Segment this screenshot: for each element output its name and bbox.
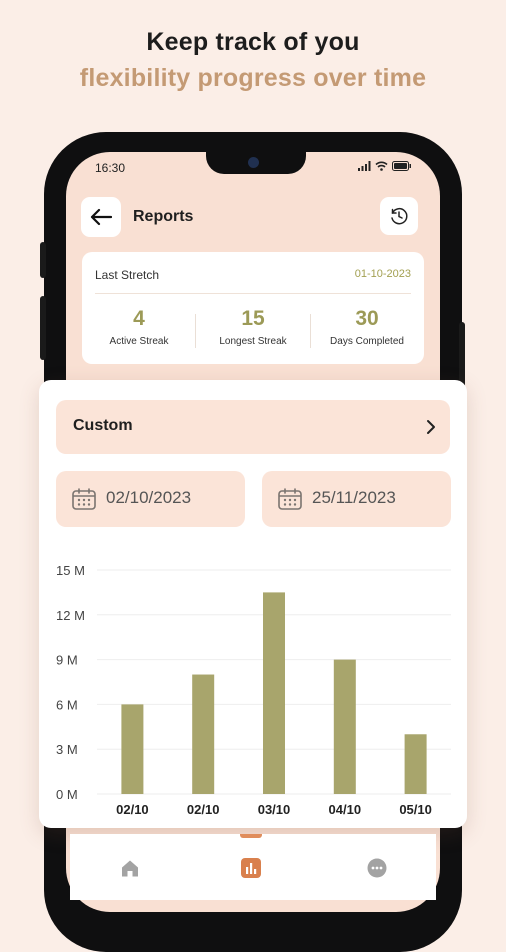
nav-more[interactable]: [365, 856, 389, 880]
last-stretch-date: 01-10-2023: [354, 268, 411, 280]
bar[interactable]: [333, 659, 356, 794]
end-date-field[interactable]: 25/11/2023: [262, 471, 451, 527]
phone-side-button: [459, 322, 465, 412]
stat-value: 30: [355, 307, 379, 330]
bottom-nav: [70, 834, 436, 900]
calendar-icon: [72, 488, 96, 510]
stat-value: 15: [241, 307, 265, 330]
y-tick-label: 3 M: [56, 742, 78, 757]
battery-icon: [392, 161, 411, 171]
nav-home[interactable]: [118, 856, 142, 880]
x-tick-label: 03/10: [258, 802, 291, 817]
stats-card: Last Stretch 01-10-2023 4 Active Streak …: [82, 252, 424, 364]
stat-longest-streak: 15 Longest Streak: [196, 307, 310, 347]
bar-chart: 0 M 3 M 6 M 9 M 12 M 15 M 02/10 02/10 03/10 04/10…: [56, 563, 451, 817]
range-label: Custom: [73, 417, 133, 434]
wifi-icon: [375, 161, 388, 171]
start-date-value: 02/10/2023: [106, 488, 192, 507]
x-tick-label: 02/10: [116, 802, 149, 817]
stat-active-streak: 4 Active Streak: [82, 307, 196, 347]
page-title: Reports: [133, 208, 194, 225]
y-tick-label: 6 M: [56, 697, 78, 712]
bar[interactable]: [263, 592, 285, 794]
stat-days-completed: 30 Days Completed: [310, 307, 424, 347]
notch: [206, 152, 306, 174]
divider: [195, 314, 196, 348]
stat-label: Days Completed: [330, 336, 404, 347]
promo-subtitle: flexibility progress over time: [79, 64, 427, 92]
back-button[interactable]: [81, 197, 121, 237]
x-tick-label: 04/10: [329, 802, 362, 817]
start-date-field[interactable]: 02/10/2023: [56, 471, 245, 527]
stat-label: Longest Streak: [219, 336, 287, 347]
y-tick-label: 12 M: [56, 608, 85, 623]
bar[interactable]: [121, 704, 144, 794]
arrow-left-icon: [90, 208, 112, 226]
divider: [310, 314, 311, 348]
history-icon: [391, 207, 408, 225]
camera-icon: [248, 157, 259, 168]
y-tick-label: 0 M: [56, 787, 78, 802]
home-icon: [122, 860, 138, 876]
x-tick-label: 05/10: [399, 802, 432, 817]
bar[interactable]: [404, 734, 427, 794]
history-button[interactable]: [380, 197, 418, 235]
status-time: 16:30: [95, 161, 126, 175]
chart-icon: [241, 858, 261, 878]
y-tick-label: 15 M: [56, 563, 85, 578]
more-icon: [367, 858, 387, 878]
chevron-right-icon: [427, 420, 435, 434]
status-icons: [358, 161, 412, 174]
stat-value: 4: [133, 307, 145, 330]
nav-reports[interactable]: [239, 856, 263, 880]
bar[interactable]: [192, 674, 215, 794]
end-date-value: 25/11/2023: [312, 488, 396, 507]
divider: [95, 293, 411, 294]
calendar-icon: [278, 488, 302, 510]
report-card: Custom 02/10/2023 25/11/2023 0 M 3 M 6 M 9 …: [39, 380, 467, 828]
promo-title: Keep track of you: [146, 28, 360, 56]
range-selector[interactable]: Custom: [56, 400, 450, 454]
phone-side-button: [40, 296, 46, 360]
y-tick-label: 9 M: [56, 653, 78, 668]
phone-side-button: [40, 242, 46, 278]
signal-icon: [358, 161, 371, 171]
stat-label: Active Streak: [109, 336, 169, 347]
last-stretch-label: Last Stretch: [95, 268, 160, 282]
active-indicator: [240, 834, 262, 838]
x-tick-label: 02/10: [187, 802, 220, 817]
